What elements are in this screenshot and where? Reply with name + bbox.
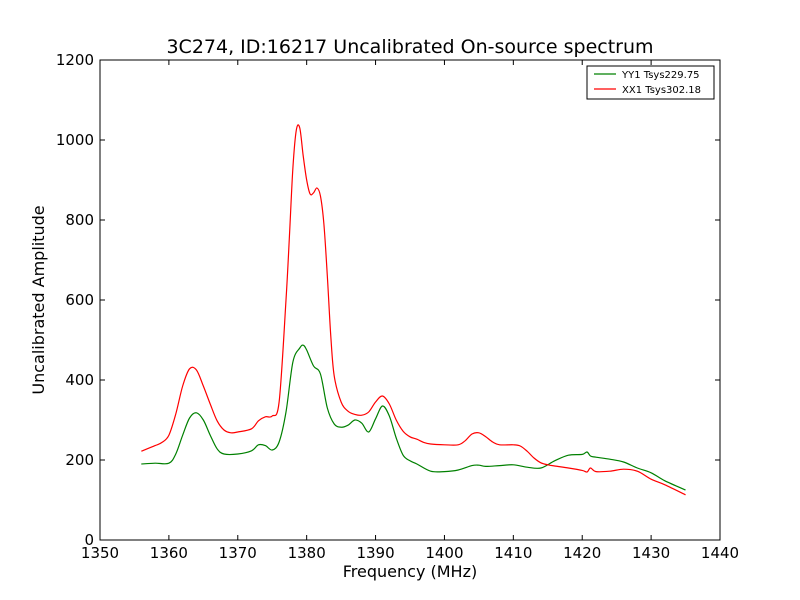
y-tick-label: 1000 — [56, 131, 94, 149]
legend: YY1 Tsys229.75 XX1 Tsys302.18 — [586, 65, 715, 100]
chart-title: 3C274, ID:16217 Uncalibrated On-source s… — [166, 36, 653, 58]
x-tick-label: 1430 — [632, 544, 670, 562]
series-line-xx1 — [141, 124, 686, 496]
y-tick-label: 600 — [65, 291, 94, 309]
x-tick-label: 1400 — [425, 544, 463, 562]
x-tick-label: 1380 — [288, 544, 326, 562]
x-tick-label: 1350 — [81, 544, 119, 562]
y-tick-label: 400 — [65, 371, 94, 389]
x-tick-label: 1420 — [563, 544, 601, 562]
x-tick-label: 1370 — [219, 544, 257, 562]
y-axis-label: Uncalibrated Amplitude — [29, 205, 48, 394]
y-tick-label: 800 — [65, 211, 94, 229]
y-tick-label: 200 — [65, 451, 94, 469]
legend-label-xx1: XX1 Tsys302.18 — [622, 85, 701, 96]
y-tick-label: 0 — [84, 531, 94, 549]
x-axis-label: Frequency (MHz) — [343, 562, 477, 581]
legend-label-yy1: YY1 Tsys229.75 — [621, 70, 700, 81]
x-tick-label: 1360 — [150, 544, 188, 562]
tick-layer: 1350 1360 1370 1380 1390 1400 1410 1420 1430 1440… — [56, 51, 739, 562]
x-tick-label: 1410 — [494, 544, 532, 562]
series-line-yy1 — [141, 344, 686, 491]
series-layer — [141, 124, 686, 496]
x-tick-label: 1440 — [701, 544, 739, 562]
y-tick-label: 1200 — [56, 51, 94, 69]
x-tick-label: 1390 — [356, 544, 394, 562]
legend-box — [586, 65, 715, 100]
